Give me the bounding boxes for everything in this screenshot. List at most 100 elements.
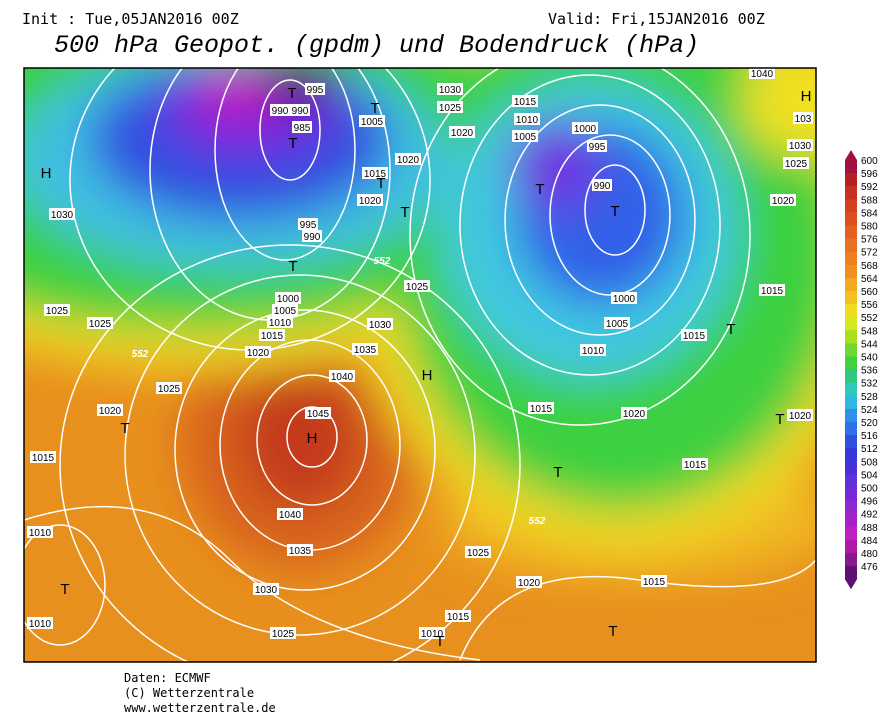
isobar-label: 1030: [369, 320, 392, 331]
colorbar-label: 564: [861, 274, 878, 285]
isobar-label-box: [516, 576, 542, 588]
isobar-label: 1025: [439, 103, 462, 114]
isobar-label-box: [87, 317, 113, 329]
pressure-center: H: [41, 165, 52, 182]
colorbar-label: 576: [861, 235, 878, 246]
colorbar-label: 596: [861, 169, 878, 180]
colorbar-swatch: [845, 291, 857, 305]
isobar-label-box: [611, 292, 637, 304]
isobar-label: 990: [272, 106, 289, 117]
colorbar-swatch: [845, 487, 857, 502]
isobar-label-box: [272, 304, 298, 316]
colorbar-label: 580: [861, 222, 878, 233]
colorbar-swatch: [845, 408, 857, 423]
colorbar-label: 476: [861, 562, 878, 573]
isobar-label: 1020: [518, 578, 541, 589]
isobar-label-box: [449, 126, 475, 138]
colorbar-label: 528: [861, 392, 878, 403]
colorbar-label: 480: [861, 549, 878, 560]
colorbar-label: 516: [861, 431, 878, 442]
pressure-center: T: [608, 623, 617, 640]
isobar-label-box: [465, 546, 491, 558]
pressure-center: T: [775, 411, 784, 428]
colorbar-swatch: [845, 186, 857, 200]
isobar-label-box: [352, 343, 378, 355]
isobar-label: 1005: [361, 117, 384, 128]
isobar-label: 1005: [606, 319, 629, 330]
isobar-label: 1025: [272, 629, 295, 640]
colorbar-swatch: [845, 199, 857, 213]
colorbar-label: 484: [861, 536, 878, 547]
isobar-label: 1015: [530, 404, 553, 415]
colorbar-swatch: [845, 369, 857, 384]
colorbar-label: 588: [861, 195, 878, 206]
isobar-label-box: [329, 370, 355, 382]
isobar-label-box: [156, 382, 182, 394]
isobar-label: 1015: [261, 331, 284, 342]
colorbar-label: 500: [861, 484, 878, 495]
colorbar-label: 584: [861, 208, 878, 219]
isobar-label-box: [604, 317, 630, 329]
isobar-label: 1000: [613, 294, 636, 305]
colorbar-label: 540: [861, 353, 878, 364]
colorbar-swatch: [845, 251, 857, 266]
isobar-label-box: [445, 610, 471, 622]
pressure-center: T: [726, 321, 735, 338]
isobar-label-box: [404, 280, 430, 292]
isobar-label-box: [512, 130, 538, 142]
colorbar-swatch: [845, 395, 857, 410]
isobar-label: 1020: [772, 196, 795, 207]
colorbar: 600 596 592 588 584 580 576 572 568 564 560 556 552 5…: [845, 150, 878, 590]
isobar-label: 1030: [51, 210, 74, 221]
pressure-center: T: [435, 633, 444, 650]
footer-line: Daten: ECMWF: [124, 671, 211, 685]
isobar-label-box: [245, 346, 271, 358]
isobar-label-box: [287, 544, 313, 556]
isobar-label-box: [30, 451, 56, 463]
isobar-label: 1020: [397, 155, 420, 166]
isobar-label: 1015: [684, 460, 707, 471]
geopotential-field: [24, 68, 816, 580]
isobar-label: 1015: [643, 577, 666, 588]
isobar-label-box: [437, 101, 463, 113]
colorbar-swatch: [845, 461, 857, 475]
isobar-label: 1015: [514, 97, 537, 108]
colorbar-label: 600: [861, 156, 878, 167]
isobar-label: 1040: [751, 69, 774, 80]
pressure-center: T: [553, 464, 562, 481]
colorbar-swatch: [845, 225, 857, 240]
colorbar-swatch: [845, 212, 857, 226]
isobar-label: 1020: [789, 411, 812, 422]
isobar-label: 1010: [29, 619, 52, 630]
pressure-center: H: [422, 367, 433, 384]
pressure-center: T: [288, 258, 297, 275]
isobar-label-box: [270, 627, 296, 639]
isobar-label-box: [749, 68, 775, 79]
isobar-label-box: [97, 404, 123, 416]
colorbar-label: 556: [861, 300, 878, 311]
colorbar-swatch: [845, 526, 857, 541]
isobar-label: 1040: [279, 510, 302, 521]
isobar-label-box: [357, 194, 383, 206]
isobar-label-box: [305, 407, 331, 419]
isobar-label-box: [259, 329, 285, 341]
pressure-center: T: [376, 175, 385, 192]
isobar-label: 995: [589, 142, 606, 153]
colorbar-swatch: [845, 304, 857, 318]
colorbar-swatch: [845, 173, 857, 187]
colorbar-label: 560: [861, 287, 878, 298]
colorbar-swatch: [845, 238, 857, 253]
isobar-label: 1030: [255, 585, 278, 596]
isobar-label: 1025: [785, 159, 808, 170]
colorbar-swatch: [845, 382, 857, 397]
pressure-center: T: [400, 204, 409, 221]
isobar-label-box: [302, 230, 322, 242]
colorbar-swatch: [845, 513, 857, 528]
isobar-label: 1040: [331, 372, 354, 383]
colorbar-swatch: [845, 448, 857, 462]
colorbar-arrow-top: [845, 150, 857, 160]
colorbar-swatch: [845, 356, 857, 371]
colorbar-swatch: [845, 422, 857, 436]
isobar-label-box: [793, 112, 813, 124]
